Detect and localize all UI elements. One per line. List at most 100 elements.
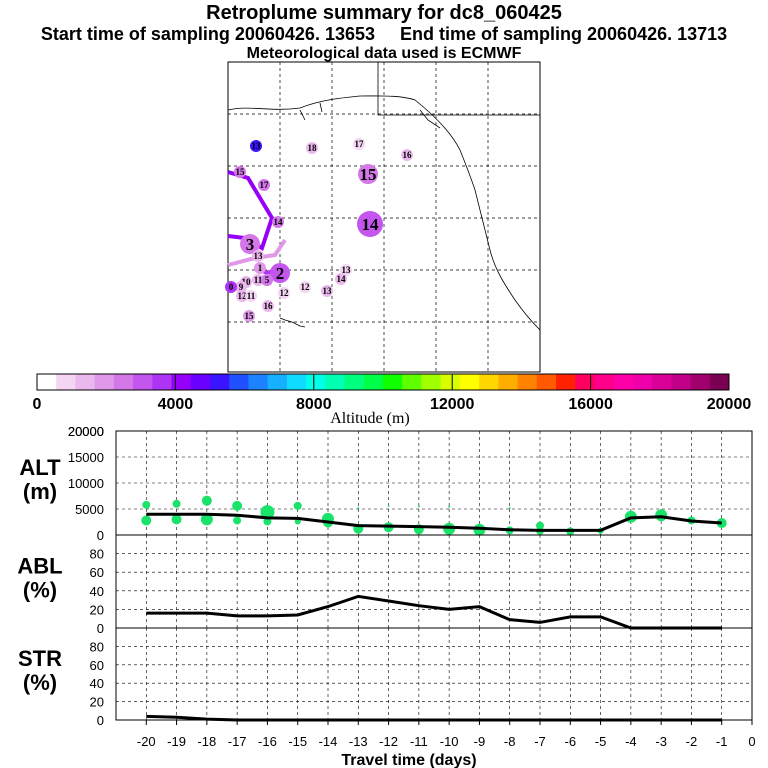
plume-marker: [321, 285, 333, 297]
plume-marker: [261, 274, 273, 286]
panel-label: ABL: [17, 554, 62, 579]
met-data-label: Meteorological data used is ECMWF: [246, 45, 522, 62]
plume-marker: [252, 250, 264, 262]
plume-marker: [353, 138, 365, 150]
colorbar-swatch: [421, 374, 442, 390]
colorbar-swatch: [363, 374, 384, 390]
colorbar-swatch: [613, 374, 634, 390]
colorbar-swatch: [575, 374, 595, 390]
x-tick-label: -18: [197, 734, 216, 749]
y-tick-label: 80: [90, 547, 104, 562]
x-tick-label: -10: [440, 734, 459, 749]
colorbar-swatch: [498, 374, 519, 390]
plume-marker: [299, 281, 311, 293]
y-tick-label: 40: [90, 584, 104, 599]
colorbar-tick-label: 16000: [568, 396, 613, 413]
end-time-label: End time of sampling 20060426. 13713: [400, 24, 728, 44]
alt-scatter-point: [142, 500, 151, 509]
plume-marker-label: 2: [276, 264, 285, 283]
y-tick-label: 20000: [68, 424, 104, 439]
y-tick-label: 10000: [68, 476, 104, 491]
plume-marker: [401, 149, 413, 161]
panel-unit: (%): [23, 670, 57, 695]
alt-scatter-point: [172, 499, 181, 508]
colorbar-swatch: [344, 374, 365, 390]
alt-mean-line: [146, 512, 722, 532]
alt-scatter-point: [201, 495, 212, 506]
colorbar-swatch: [556, 374, 576, 390]
colorbar-swatch: [171, 374, 192, 390]
colorbar-swatch: [632, 374, 653, 390]
colorbar-tick-label: 8000: [296, 396, 332, 413]
abl-line: [146, 594, 722, 630]
colorbar-swatch: [479, 374, 499, 390]
x-tick-label: -17: [228, 734, 247, 749]
x-tick-label: -19: [167, 734, 186, 749]
x-tick-label: -16: [258, 734, 277, 749]
colorbar-tick-label: 0: [33, 396, 42, 413]
plume-marker-label: 17: [355, 139, 365, 149]
x-tick-label: -11: [410, 734, 428, 749]
plume-marker-label: 16: [403, 150, 413, 160]
colorbar-swatch: [229, 374, 249, 390]
plume-marker: [340, 264, 352, 276]
plume-marker: [272, 216, 284, 228]
alt-scatter-point: [232, 500, 243, 511]
plume-marker-label: 15: [245, 311, 255, 321]
plume-marker-label: 12: [280, 288, 290, 298]
alt-scatter-point: [448, 505, 451, 508]
colorbar-swatch: [267, 374, 288, 390]
panel-label: STR: [18, 646, 62, 671]
y-tick-label: 20000: [68, 424, 104, 439]
x-tick-label: -12: [379, 734, 398, 749]
colorbar-swatch: [56, 374, 76, 390]
colorbar-swatch: [709, 374, 730, 390]
plume-marker-label: 15: [236, 167, 246, 177]
sampling-time-line: Start time of sampling 20060426. 13653 E…: [0, 24, 768, 45]
plume-marker-label: 9: [239, 282, 244, 292]
colorbar-swatch: [286, 374, 307, 390]
plume-marker-label: 5: [265, 275, 270, 285]
colorbar-swatch: [306, 374, 326, 390]
colorbar-swatch: [152, 374, 173, 390]
alt-scatter-point: [263, 517, 272, 526]
y-tick-label: 20: [90, 602, 104, 617]
y-tick-label: 0: [97, 621, 104, 636]
plume-marker-label: 1: [258, 263, 263, 273]
colorbar-swatch: [536, 374, 557, 390]
colorbar-swatch: [113, 374, 134, 390]
panel-frame: [115, 627, 753, 721]
panel-unit: (m): [23, 479, 57, 504]
y-tick-label: 20: [90, 695, 104, 710]
plume-marker-label: 11: [254, 275, 263, 285]
x-tick-label: 0: [748, 734, 755, 749]
alt-scatter-point: [293, 501, 302, 510]
plume-marker-label: 16: [264, 301, 274, 311]
x-tick-label: -3: [655, 734, 667, 749]
alt-scatter-point: [141, 515, 152, 526]
alt-scatter-point: [655, 509, 668, 522]
colorbar-tick-label: 12000: [430, 396, 475, 413]
plume-marker-label: 13: [254, 251, 264, 261]
colorbar-tick-label: 20000: [707, 396, 752, 413]
x-tick-label: -13: [349, 734, 368, 749]
y-tick-label: 60: [90, 565, 104, 580]
alt-scatter-point: [508, 506, 511, 509]
x-tick-label: -9: [474, 734, 486, 749]
start-time-label: Start time of sampling 20060426. 13653: [40, 24, 375, 44]
alt-scatter-point: [171, 514, 182, 525]
plume-marker: [254, 262, 266, 274]
x-tick-label: -4: [625, 734, 637, 749]
alt-scatter-point: [417, 505, 420, 508]
x-tick-label: -2: [686, 734, 698, 749]
colorbar-swatch: [75, 374, 96, 390]
plume-marker-label: 12: [238, 291, 248, 301]
plume-marker: [234, 166, 246, 178]
plume-marker: [278, 287, 290, 299]
plume-marker: [335, 273, 347, 285]
x-axis-title: Travel time (days): [341, 752, 476, 768]
chart-title: Retroplume summary for dc8_060425: [206, 2, 562, 24]
